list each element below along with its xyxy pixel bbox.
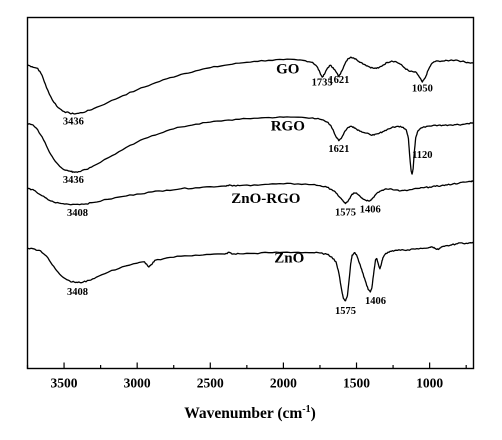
peak-label: 3436 xyxy=(63,117,84,128)
peak-label: 1406 xyxy=(365,296,386,307)
peak-label: 1621 xyxy=(328,144,349,155)
peak-label: 3408 xyxy=(67,208,88,219)
peak-label: 1050 xyxy=(412,84,433,95)
peak-label: 1621 xyxy=(328,75,349,86)
x-tick-label: 3000 xyxy=(124,376,151,391)
series-label-zno-rgo: ZnO-RGO xyxy=(231,191,300,207)
series-line-go xyxy=(27,56,474,115)
peak-label: 1406 xyxy=(360,205,381,216)
series-line-rgo xyxy=(27,116,474,175)
series-label-zno: ZnO xyxy=(274,250,304,266)
x-axis-ticks: 3500 3000 2500 2000 1500 1000 xyxy=(26,362,467,391)
peak-label: 1575 xyxy=(335,207,356,218)
plot-frame xyxy=(26,16,475,370)
peak-label: 1120 xyxy=(412,150,432,161)
x-tick-label: 2500 xyxy=(197,376,224,391)
series-line-zno xyxy=(27,241,474,302)
series-line-zno-rgo xyxy=(27,180,474,206)
peak-labels-group: GORGOZnO-RGOZnO3436173516211050343616211… xyxy=(63,62,433,317)
series-label-rgo: RGO xyxy=(271,119,305,135)
peak-label: 3436 xyxy=(63,175,84,186)
spectra-group xyxy=(27,56,474,302)
series-label-go: GO xyxy=(276,62,299,78)
x-tick-label: 1500 xyxy=(343,376,370,391)
peak-label: 1575 xyxy=(335,306,356,317)
x-axis-title: Wavenumber (cm-1) xyxy=(184,404,316,422)
peak-label: 3408 xyxy=(67,287,88,298)
x-tick-label: 2000 xyxy=(270,376,297,391)
peak-label: 1735 xyxy=(312,78,333,89)
x-tick-label: 3500 xyxy=(51,376,78,391)
x-tick-label: 1000 xyxy=(416,376,443,391)
